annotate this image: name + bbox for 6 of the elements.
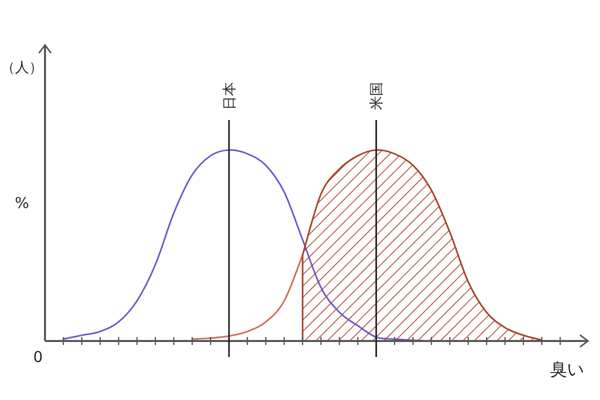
x-axis-title: 臭い — [550, 360, 584, 380]
text: 日本 — [222, 82, 238, 110]
y-axis-title: % — [14, 194, 30, 212]
text: （人） — [1, 60, 43, 76]
text: 0 — [33, 348, 43, 366]
text: 米国 — [369, 82, 386, 110]
